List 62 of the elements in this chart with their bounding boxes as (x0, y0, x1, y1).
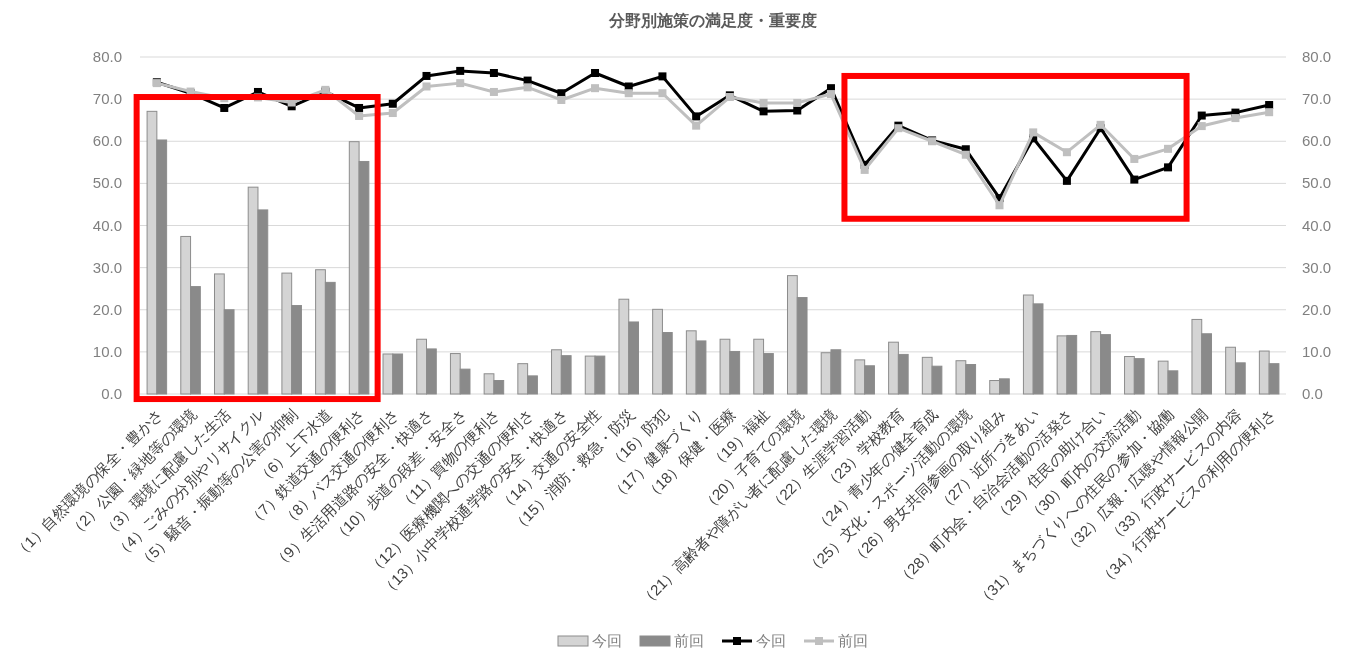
point (489, 87, 498, 96)
point (1197, 111, 1206, 120)
y-tick-label: 20.0 (92, 300, 122, 318)
point (826, 90, 835, 99)
point (692, 112, 701, 121)
y-tick-label: 10.0 (92, 342, 122, 360)
legend-label: 前回 (838, 632, 868, 649)
point (658, 72, 667, 81)
point (591, 69, 600, 78)
y2-tick-label: 0.0 (1302, 385, 1323, 402)
point (1130, 154, 1139, 163)
y-tick-label: 0.0 (101, 385, 122, 402)
point (388, 99, 397, 108)
y-tick-label: 40.0 (92, 216, 122, 234)
chart-title: 分野別施策の満足度・重要度 (608, 11, 817, 29)
point (388, 109, 397, 118)
point (422, 71, 431, 80)
point (489, 69, 498, 78)
point (220, 103, 229, 112)
point (961, 150, 970, 159)
point (658, 89, 667, 98)
point (860, 165, 869, 174)
y-tick-label: 60.0 (92, 132, 122, 150)
point (456, 79, 465, 88)
point (759, 98, 768, 107)
point (793, 98, 802, 107)
y-tick-label: 80.0 (92, 48, 122, 65)
point (759, 107, 768, 116)
point (624, 89, 633, 98)
y2-tick-label: 50.0 (1302, 174, 1332, 192)
y-tick-label: 50.0 (92, 174, 122, 192)
point (355, 111, 364, 120)
legend-label: 今回 (592, 632, 622, 649)
legend-label: 今回 (756, 632, 786, 649)
point (1164, 163, 1173, 172)
point (1062, 176, 1071, 185)
y2-tick-label: 10.0 (1302, 342, 1332, 360)
y2-tick-label: 20.0 (1302, 300, 1332, 318)
y2-tick-label: 60.0 (1302, 132, 1332, 150)
point (557, 95, 566, 104)
point (1197, 122, 1206, 131)
y-tick-label: 30.0 (92, 258, 122, 276)
y-tick-label: 70.0 (92, 90, 122, 108)
point (692, 121, 701, 130)
point (422, 82, 431, 91)
point (523, 83, 532, 92)
y2-tick-label: 70.0 (1302, 90, 1332, 108)
point (1164, 144, 1173, 153)
point (591, 84, 600, 93)
point (1029, 128, 1038, 137)
point (355, 103, 364, 112)
point (1062, 148, 1071, 157)
y2-tick-label: 30.0 (1302, 258, 1332, 276)
point (1130, 175, 1139, 184)
point (1265, 108, 1274, 117)
point (995, 201, 1004, 210)
y2-tick-label: 80.0 (1302, 48, 1332, 65)
y2-tick-label: 40.0 (1302, 216, 1332, 234)
legend-label: 前回 (674, 632, 704, 649)
point (456, 66, 465, 75)
point (1096, 120, 1105, 129)
point (1231, 114, 1240, 123)
